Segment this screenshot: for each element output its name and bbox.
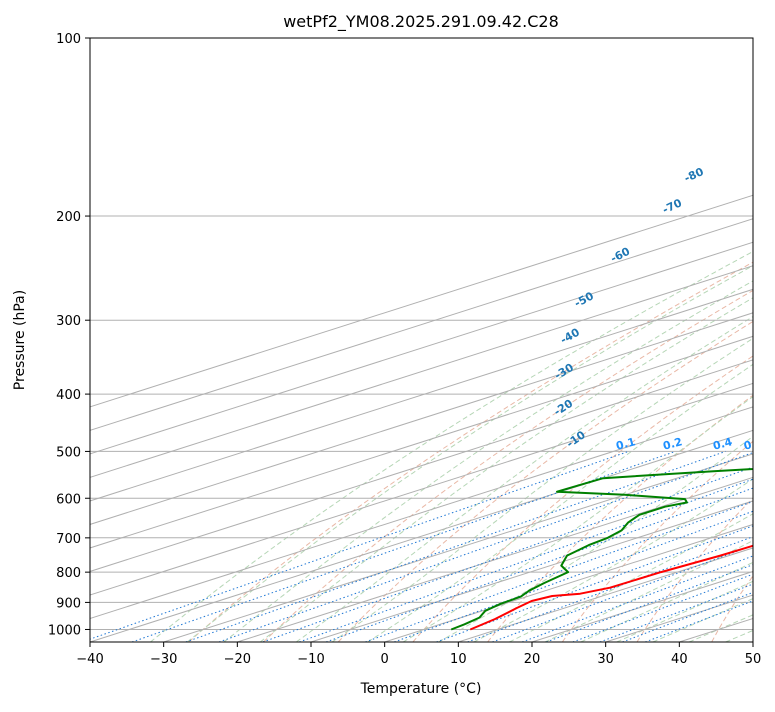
y-axis-label: Pressure (hPa) [12,290,28,390]
x-tick-label: −20 [224,652,251,667]
y-tick-label: 500 [56,445,81,460]
y-tick-label: 300 [56,314,81,329]
x-tick-label: 50 [745,652,762,667]
x-tick-label: 20 [524,652,541,667]
x-tick-label: 30 [597,652,614,667]
chart-title: wetPf2_YM08.2025.291.09.42.C28 [283,12,559,32]
y-tick-label: 200 [56,210,81,225]
x-tick-label: −30 [150,652,177,667]
x-tick-label: 10 [450,652,467,667]
x-tick-label: 40 [671,652,688,667]
y-tick-label: 600 [56,492,81,507]
y-tick-label: 800 [56,566,81,581]
y-tick-label: 400 [56,388,81,403]
x-tick-label: −10 [297,652,324,667]
y-tick-label: 900 [56,596,81,611]
x-tick-label: −40 [76,652,103,667]
x-axis-label: Temperature (°C) [360,681,482,697]
y-tick-label: 1000 [48,623,81,638]
y-tick-label: 100 [56,32,81,47]
y-tick-label: 700 [56,532,81,547]
x-tick-label: 0 [381,652,389,667]
